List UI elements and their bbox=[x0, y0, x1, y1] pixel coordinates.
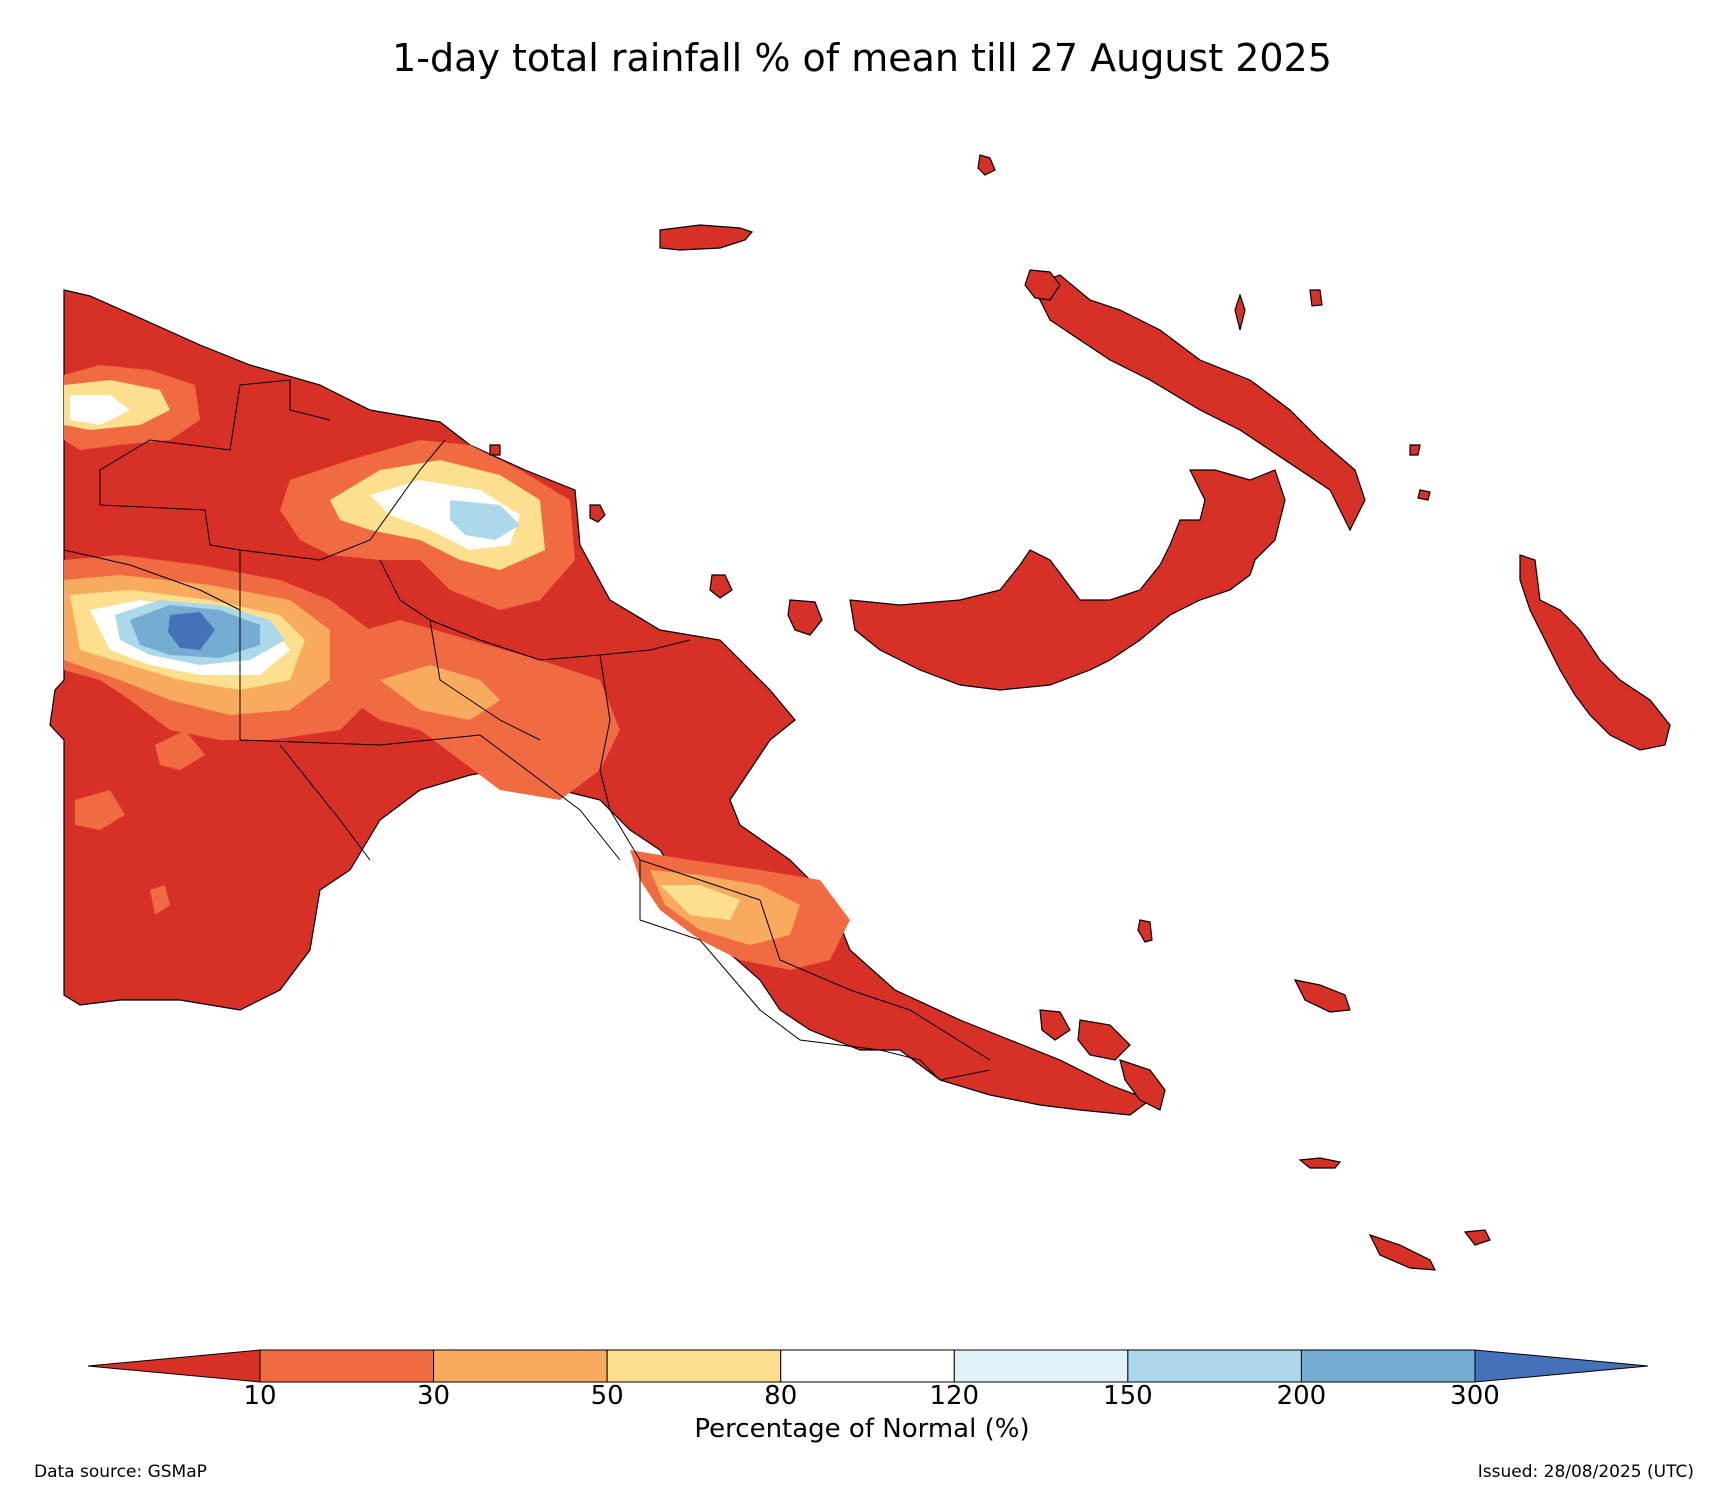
colorbar-extend-low bbox=[87, 1349, 261, 1383]
rossel bbox=[1463, 1229, 1491, 1246]
boundary-10 bbox=[759, 899, 991, 1061]
woodlark bbox=[1293, 979, 1351, 1013]
colorbar-label: Percentage of Normal (%) bbox=[694, 1414, 1030, 1444]
patch-300-central bbox=[168, 612, 215, 650]
umboi bbox=[787, 599, 823, 636]
d-entrecasteaux-2 bbox=[1077, 1019, 1131, 1061]
boundary-6 bbox=[379, 559, 691, 661]
d-entrecasteaux-1 bbox=[1039, 1009, 1071, 1041]
boundary-5 bbox=[279, 744, 371, 861]
feni bbox=[1409, 444, 1421, 456]
boundary-8 bbox=[639, 860, 991, 1081]
colorbar-segment bbox=[953, 1349, 1129, 1383]
patch-80-north-1 bbox=[70, 395, 130, 425]
patch-80-south bbox=[660, 885, 740, 920]
patch-30-west-3 bbox=[155, 730, 205, 770]
province-boundaries bbox=[63, 379, 991, 1081]
colorbar-segment bbox=[1127, 1349, 1302, 1383]
colorbar-tick-label: 80 bbox=[764, 1381, 798, 1411]
new-hanover bbox=[1024, 269, 1061, 301]
patch-150-north-2 bbox=[450, 500, 520, 540]
colorbar-segment bbox=[780, 1349, 955, 1383]
boundary-2 bbox=[99, 379, 331, 505]
karkar bbox=[589, 504, 606, 523]
mussau bbox=[977, 154, 996, 176]
manus bbox=[659, 224, 754, 251]
new-britain bbox=[849, 469, 1286, 691]
tabar bbox=[1234, 293, 1246, 331]
data-source: Data source: GSMaP bbox=[34, 1462, 207, 1482]
rainfall-patches bbox=[64, 365, 850, 970]
colorbar-tick-label: 150 bbox=[1103, 1381, 1153, 1411]
boundary-9 bbox=[429, 619, 541, 741]
long-island bbox=[709, 574, 733, 599]
lihir bbox=[1309, 289, 1323, 307]
colorbar-tick-label: 120 bbox=[929, 1381, 980, 1411]
d-entrecasteaux-3 bbox=[1119, 1059, 1166, 1111]
colorbar-tick-label: 200 bbox=[1276, 1381, 1327, 1411]
nissan bbox=[1417, 489, 1431, 501]
colorbar-tick-label: 50 bbox=[590, 1381, 624, 1411]
new-ireland bbox=[1029, 274, 1366, 532]
issued-date: Issued: 28/08/2025 (UTC) bbox=[1477, 1462, 1694, 1482]
colorbar-tick-label: 300 bbox=[1450, 1381, 1500, 1411]
colorbar-tick-label: 10 bbox=[243, 1381, 277, 1411]
patch-30-west-2 bbox=[150, 885, 170, 915]
colorbar-tick-label: 30 bbox=[417, 1381, 451, 1411]
colorbar-segment bbox=[1300, 1349, 1476, 1383]
colorbar-segment bbox=[259, 1349, 435, 1383]
colorbar-extend-high bbox=[1474, 1349, 1649, 1383]
map-title: 1-day total rainfall % of mean till 27 A… bbox=[392, 36, 1332, 80]
colorbar-segment bbox=[433, 1349, 608, 1383]
boundary-3 bbox=[99, 439, 446, 561]
boundary-1 bbox=[63, 549, 241, 611]
boundary-4 bbox=[239, 550, 621, 861]
bougainville bbox=[1519, 554, 1671, 751]
trobriand bbox=[1137, 919, 1153, 943]
schouten bbox=[489, 444, 501, 456]
patch-50-highlands bbox=[380, 665, 500, 720]
patch-30-west-1 bbox=[75, 790, 125, 830]
tagula bbox=[1368, 1233, 1437, 1271]
islands bbox=[489, 154, 1671, 1271]
colorbar-segment bbox=[606, 1349, 782, 1383]
boundary-7 bbox=[599, 654, 761, 901]
misima bbox=[1298, 1157, 1342, 1169]
